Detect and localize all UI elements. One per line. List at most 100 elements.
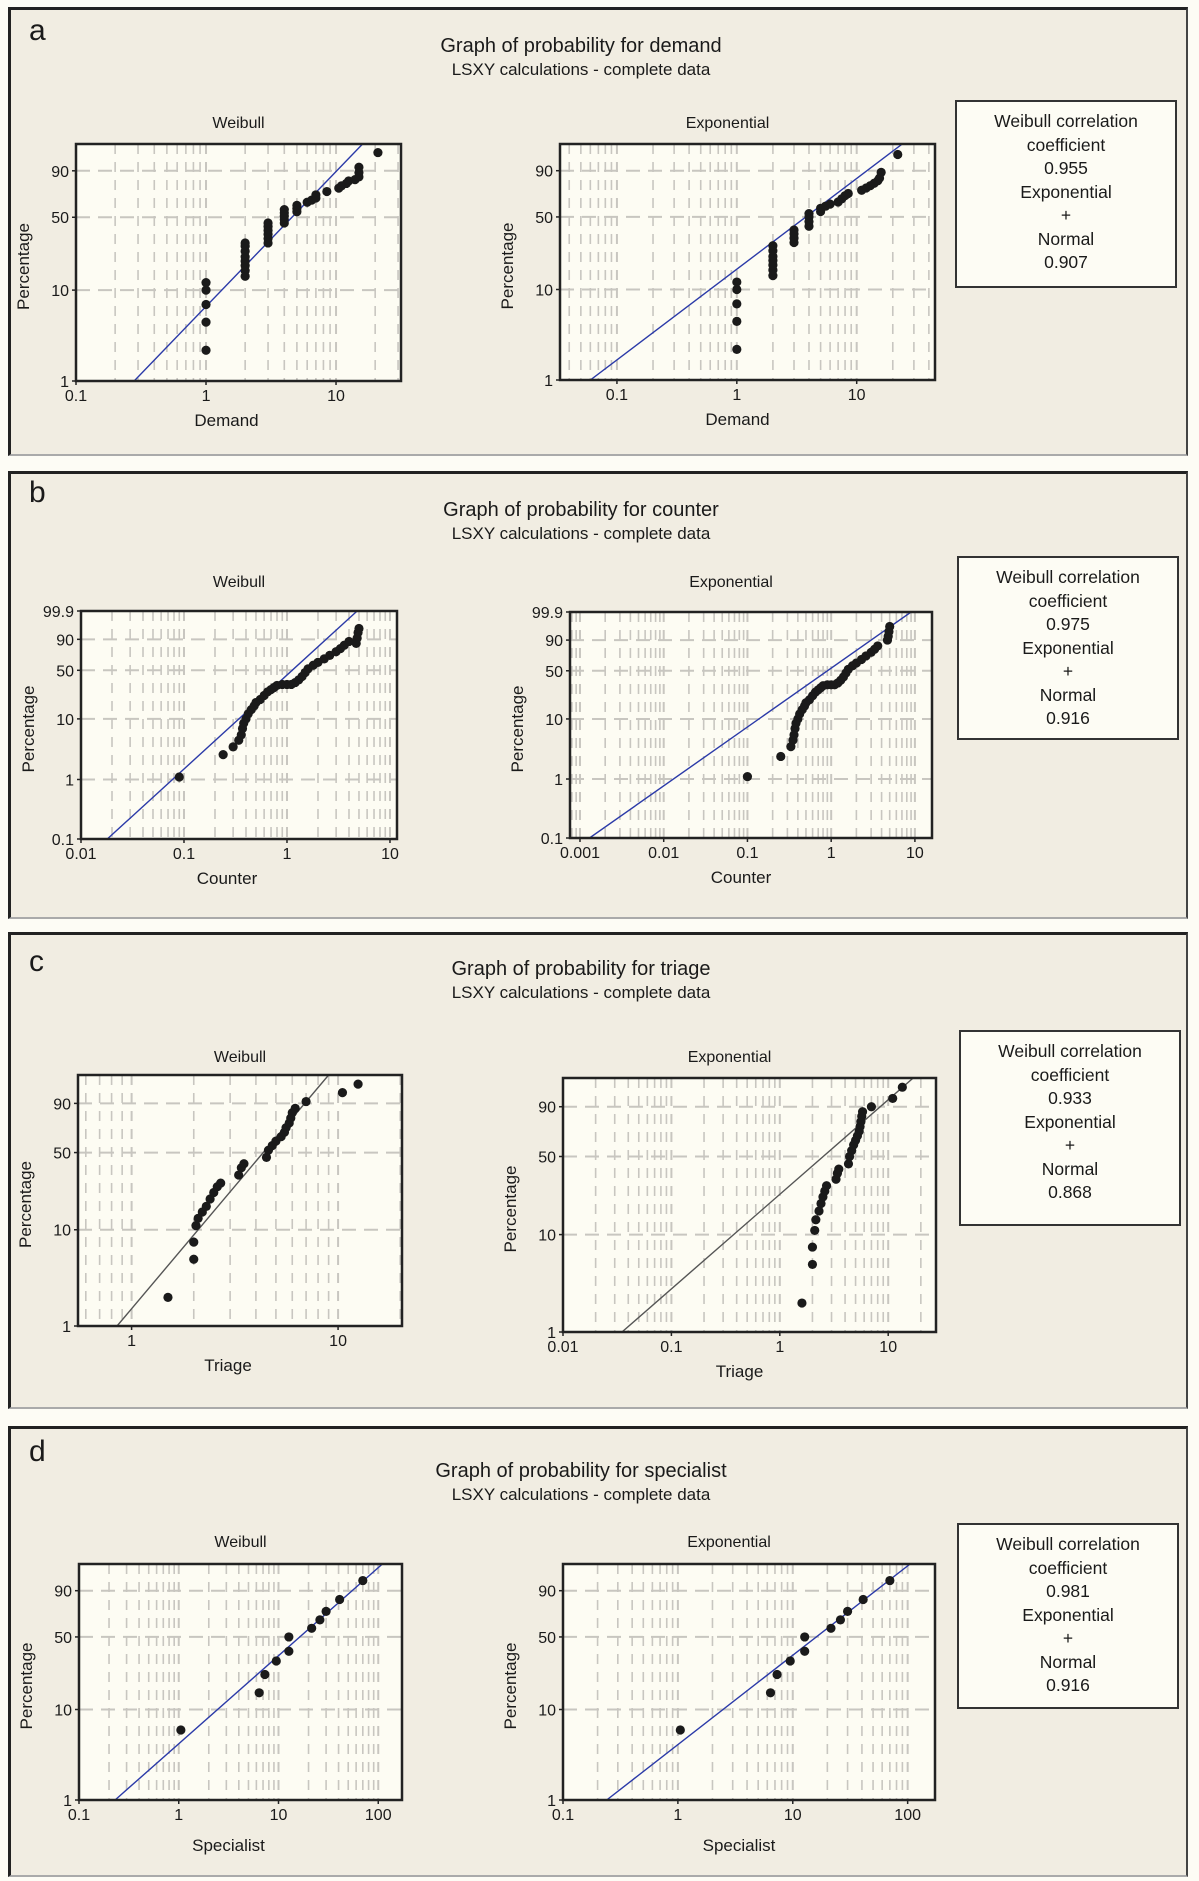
plot-frame bbox=[77, 1562, 404, 1802]
panel-letter: d bbox=[29, 1435, 46, 1468]
y-tick-label: 90 bbox=[538, 1100, 556, 1117]
data-point bbox=[201, 285, 211, 295]
x-tick-label: 0.01 bbox=[547, 1339, 578, 1356]
x-tick-label: 10 bbox=[848, 387, 866, 404]
corr-label: Exponential bbox=[1022, 637, 1114, 658]
panel-title: Graph of probability for counter bbox=[443, 499, 719, 521]
exp-normal-corr-value: 0.907 bbox=[1044, 252, 1088, 272]
data-point bbox=[843, 188, 853, 199]
corr-label: Weibull correlation bbox=[996, 1534, 1140, 1554]
data-point bbox=[893, 149, 903, 160]
data-point bbox=[260, 1669, 270, 1680]
x-tick-label: 10 bbox=[381, 846, 399, 863]
y-tick-label: 50 bbox=[535, 210, 553, 227]
x-tick-label: 0.1 bbox=[552, 1807, 574, 1824]
x-tick-label: 1 bbox=[732, 387, 741, 404]
data-point bbox=[301, 1096, 311, 1107]
x-tick-label: 100 bbox=[894, 1807, 921, 1824]
x-axis-label: Demand bbox=[705, 410, 769, 429]
y-axis-label: Percentage bbox=[17, 1643, 36, 1730]
plot-frame bbox=[79, 609, 399, 841]
corr-label: Normal bbox=[1041, 1158, 1099, 1179]
panel-title: Graph of probability for specialist bbox=[435, 1460, 727, 1482]
exp-normal-corr-value: 0.868 bbox=[1048, 1182, 1092, 1202]
y-tick-label: 10 bbox=[538, 1702, 556, 1719]
data-point bbox=[885, 621, 895, 632]
data-point bbox=[842, 1606, 853, 1616]
data-point bbox=[337, 1088, 348, 1098]
data-point bbox=[354, 623, 364, 634]
y-tick-label: 1 bbox=[60, 374, 69, 391]
corr-label: coefficient bbox=[1030, 1064, 1110, 1085]
data-point bbox=[216, 1178, 226, 1188]
x-tick-label: 1 bbox=[202, 388, 211, 405]
data-point bbox=[279, 205, 289, 215]
plot-d-exponential bbox=[559, 1562, 937, 1804]
y-tick-label: 90 bbox=[538, 1584, 556, 1601]
x-tick-label: 10 bbox=[784, 1807, 802, 1824]
data-point bbox=[290, 1103, 300, 1113]
data-point bbox=[789, 225, 799, 235]
x-axis-label: Specialist bbox=[192, 1836, 265, 1855]
y-tick-label: 1 bbox=[544, 373, 553, 390]
x-tick-label: 10 bbox=[327, 388, 345, 405]
data-point bbox=[825, 199, 835, 209]
data-point bbox=[311, 190, 321, 200]
fit-line bbox=[589, 612, 912, 838]
data-point bbox=[834, 1164, 844, 1174]
data-point bbox=[835, 1615, 846, 1625]
plot-frame bbox=[76, 1073, 404, 1328]
fit-line bbox=[606, 1564, 911, 1800]
data-point bbox=[321, 1606, 331, 1616]
data-point bbox=[234, 1170, 244, 1180]
exp-normal-corr-value: 0.916 bbox=[1046, 1675, 1090, 1695]
subplot-title: Exponential bbox=[687, 1534, 771, 1551]
y-tick-label: 50 bbox=[53, 1146, 71, 1163]
plot-a-weibull bbox=[72, 142, 403, 385]
data-point bbox=[800, 1632, 810, 1642]
x-tick-label: 1 bbox=[775, 1339, 784, 1356]
data-point bbox=[201, 1201, 211, 1211]
grid bbox=[560, 144, 935, 380]
panel-letter: c bbox=[29, 945, 44, 978]
data-point bbox=[240, 238, 250, 248]
y-tick-label: 0.1 bbox=[52, 832, 74, 849]
data-point bbox=[732, 344, 742, 354]
corr-label: + bbox=[1060, 205, 1072, 225]
y-axis-label: Percentage bbox=[501, 1166, 520, 1253]
data-point bbox=[857, 1107, 868, 1117]
subplot-title: Weibull bbox=[214, 1049, 266, 1066]
corr-label: Weibull correlation bbox=[994, 111, 1138, 131]
y-axis-label: Percentage bbox=[498, 223, 517, 310]
plot-area bbox=[563, 1564, 935, 1800]
plot-a-exponential bbox=[556, 142, 937, 384]
y-tick-label: 50 bbox=[545, 664, 563, 681]
plot-b-weibull bbox=[77, 609, 399, 843]
plot-frame bbox=[558, 142, 937, 382]
data-point bbox=[261, 1152, 272, 1162]
y-tick-label: 10 bbox=[545, 712, 563, 729]
data-point bbox=[785, 1656, 795, 1666]
data-point bbox=[263, 218, 273, 228]
y-tick-label: 1 bbox=[63, 1793, 72, 1810]
plot-frame bbox=[568, 610, 934, 840]
subplot-title: Weibull bbox=[214, 1534, 266, 1551]
x-axis-label: Triage bbox=[204, 1356, 252, 1375]
y-tick-label: 10 bbox=[56, 712, 74, 729]
y-tick-label: 10 bbox=[51, 283, 69, 300]
data-point bbox=[354, 162, 364, 172]
y-tick-label: 10 bbox=[53, 1223, 71, 1240]
y-tick-label: 1 bbox=[547, 1325, 556, 1342]
corr-label: Weibull correlation bbox=[998, 1041, 1142, 1061]
data-point bbox=[804, 209, 814, 219]
data-point bbox=[201, 317, 211, 327]
plot-c-weibull bbox=[74, 1073, 404, 1330]
data-point bbox=[284, 1646, 294, 1656]
y-tick-label: 90 bbox=[54, 1584, 72, 1601]
fit-line bbox=[589, 144, 903, 380]
corr-label: coefficient bbox=[1026, 134, 1106, 155]
subplot-title: Weibull bbox=[212, 115, 264, 132]
y-tick-label: 50 bbox=[538, 1150, 556, 1167]
x-tick-label: 1 bbox=[127, 1333, 136, 1350]
